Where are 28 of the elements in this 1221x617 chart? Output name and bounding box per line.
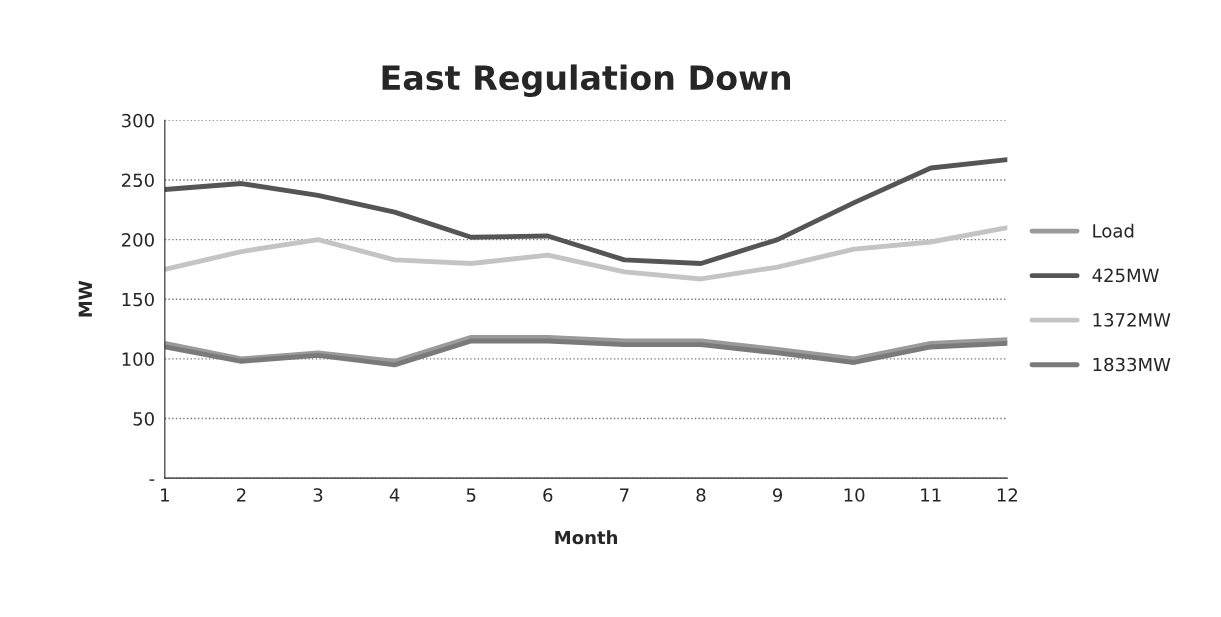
legend-label: Load bbox=[1093, 223, 1134, 238]
line-series bbox=[164, 225, 1008, 282]
y-tick-label: 250 bbox=[121, 173, 154, 188]
legend-label: 1833MW bbox=[1093, 357, 1171, 372]
y-tick-label: 100 bbox=[122, 352, 154, 366]
y-tick-label: 50 bbox=[133, 411, 154, 426]
x-tick-label: 9 bbox=[772, 488, 783, 502]
legend-label: 1372MW bbox=[1093, 313, 1171, 327]
x-tick-label: 10 bbox=[844, 488, 865, 502]
x-tick-label: 6 bbox=[543, 488, 553, 502]
line-series bbox=[164, 157, 1008, 266]
x-tick-label: 8 bbox=[696, 488, 706, 502]
y-tick-label: 200 bbox=[121, 233, 154, 247]
y-tick-label: 300 bbox=[122, 113, 154, 128]
x-tick-label: 3 bbox=[313, 488, 323, 502]
chart-title: East Regulation Down bbox=[382, 64, 791, 97]
x-tick-label: 5 bbox=[466, 488, 476, 502]
y-axis-title: MW bbox=[78, 280, 92, 317]
x-tick-label: 11 bbox=[921, 488, 941, 502]
y-tick-label: - bbox=[149, 479, 155, 481]
y-tick-label: 150 bbox=[122, 292, 154, 307]
x-tick-label: 7 bbox=[620, 488, 629, 502]
x-tick-label: 4 bbox=[389, 488, 400, 502]
x-tick-label: 12 bbox=[997, 488, 1017, 502]
x-axis-title: Month bbox=[555, 530, 618, 545]
x-tick-label: 1 bbox=[161, 488, 169, 502]
legend-label: 425MW bbox=[1092, 268, 1159, 283]
x-tick-label: 2 bbox=[237, 488, 246, 502]
